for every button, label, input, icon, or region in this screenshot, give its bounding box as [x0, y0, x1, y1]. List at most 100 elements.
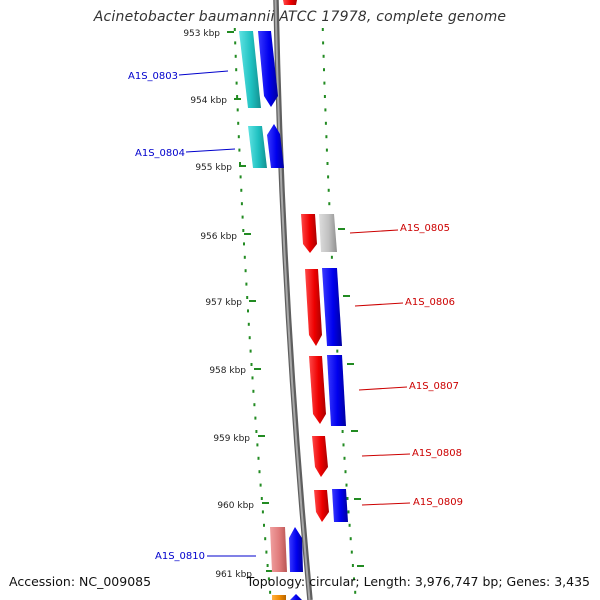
cds-a1s-0805-outer[interactable]	[319, 214, 337, 252]
gene-label-text[interactable]: A1S_0810	[155, 551, 205, 562]
scale-label-960: 960 kbp	[217, 501, 254, 511]
inner-tick-dot	[257, 456, 260, 460]
cds-a1s-0806-outer[interactable]	[322, 268, 342, 346]
outer-tick-dot	[351, 564, 354, 567]
inner-tick-dot	[236, 108, 239, 112]
gene-label-text[interactable]: A1S_0807	[409, 381, 459, 392]
cds-a1s-0803-inner[interactable]	[258, 31, 278, 107]
outer-tick-dot	[350, 550, 353, 554]
outer-tick-dot	[328, 202, 331, 206]
outer-tick-dot	[323, 95, 326, 98]
accession-text: Accession: NC_009085	[9, 574, 152, 589]
outer-tick-dot	[325, 135, 328, 139]
gene-label-a1s-0808[interactable]: A1S_0808	[361, 448, 462, 459]
gene-label-a1s-0804[interactable]: A1S_0804	[135, 148, 236, 159]
outer-tick-dot	[327, 175, 330, 179]
inner-tick-dot	[251, 376, 254, 380]
scale-tick-953: 953 kbp	[183, 29, 234, 39]
cds-a1s-0806-inner[interactable]	[305, 269, 322, 346]
inner-tick-dot	[237, 135, 240, 139]
outer-tick-dot	[323, 81, 326, 85]
cds-a1s-0811-outer[interactable]	[272, 595, 286, 600]
scale-tick-960: 960 kbp	[217, 501, 269, 511]
cds-a1s-0802-top[interactable]	[283, 0, 297, 5]
scale-label-954: 954 kbp	[190, 96, 227, 106]
gene-label-group: A1S_0803 A1S_0804 A1S_0805 A1S_0806 A1S_…	[128, 70, 463, 562]
inner-tick-dot	[252, 389, 255, 393]
outer-tick-dot	[343, 456, 346, 460]
scale-label-956: 956 kbp	[200, 232, 237, 242]
gene-label-a1s-0810[interactable]: A1S_0810	[155, 551, 256, 562]
gene-label-text[interactable]: A1S_0808	[412, 448, 462, 459]
inner-tick-dot	[245, 282, 248, 286]
inner-tick-dot	[240, 188, 243, 192]
inner-tick-dot	[256, 443, 259, 447]
inner-tick-dot	[243, 255, 246, 259]
plus-strand-features	[301, 214, 348, 522]
gene-label-text[interactable]: A1S_0809	[413, 497, 463, 508]
inner-tick-dot	[247, 309, 249, 313]
map-title: Acinetobacter baumannii ATCC 17978, comp…	[93, 9, 507, 25]
inner-tick-dot	[246, 296, 249, 299]
gene-label-text[interactable]: A1S_0805	[400, 223, 450, 234]
gene-label-text[interactable]: A1S_0803	[128, 71, 178, 82]
outer-tick-dot	[354, 590, 357, 594]
cds-a1s-0804-inner[interactable]	[267, 124, 284, 168]
gene-label-text[interactable]: A1S_0806	[405, 297, 455, 308]
outer-tick-dot	[324, 108, 327, 112]
inner-tick-marks	[233, 28, 272, 594]
inner-tick-dot	[242, 229, 245, 232]
outer-tick-dot	[345, 483, 348, 487]
inner-tick-dot	[243, 242, 245, 246]
cds-a1s-0807-inner[interactable]	[309, 356, 326, 424]
inner-tick-dot	[265, 550, 268, 554]
scale-tick-954: 954 kbp	[190, 96, 241, 106]
outer-tick-dot	[344, 470, 347, 474]
gene-label-a1s-0809[interactable]: A1S_0809	[361, 497, 463, 508]
outer-tick-dot	[323, 68, 325, 72]
gene-label-a1s-0806[interactable]: A1S_0806	[354, 297, 455, 308]
inner-tick-dot	[239, 175, 242, 179]
cds-a1s-0810-inner[interactable]	[289, 527, 303, 572]
cds-a1s-0803-outer[interactable]	[239, 31, 261, 108]
scale-tick-955: 955 kbp	[195, 163, 246, 173]
outer-tick-dot	[346, 497, 349, 500]
inner-tick-dot	[239, 162, 241, 165]
inner-tick-dot	[238, 148, 241, 152]
inner-tick-dot	[235, 81, 238, 85]
scale-label-958: 958 kbp	[209, 366, 246, 376]
outer-tick-dot	[348, 523, 351, 527]
inner-tick-dot	[236, 95, 239, 98]
gene-label-a1s-0805[interactable]: A1S_0805	[349, 223, 450, 234]
inner-tick-dot	[234, 54, 237, 58]
inner-tick-dot	[240, 202, 243, 206]
inner-tick-dot	[269, 590, 272, 594]
inner-tick-dot	[266, 564, 269, 567]
inner-tick-dot	[233, 28, 236, 31]
inner-tick-dot	[234, 41, 237, 45]
topology-summary: Topology: circular; Length: 3,976,747 bp…	[246, 574, 590, 589]
minus-strand-features	[239, 0, 303, 600]
scale-tick-957: 957 kbp	[205, 298, 256, 308]
cds-a1s-0811-inner[interactable]	[290, 594, 302, 600]
inner-tick-dot	[244, 269, 247, 273]
outer-tick-dot	[321, 28, 324, 31]
cds-a1s-0809-inner[interactable]	[314, 490, 329, 522]
scale-tick-959: 959 kbp	[213, 434, 265, 444]
scale-label-961: 961 kbp	[215, 570, 252, 580]
scale-tick-958: 958 kbp	[209, 366, 261, 376]
gene-label-a1s-0807[interactable]: A1S_0807	[358, 381, 459, 392]
cds-a1s-0805-inner[interactable]	[301, 214, 317, 253]
cds-a1s-0808[interactable]	[312, 436, 328, 477]
cds-a1s-0810-outer[interactable]	[270, 527, 287, 572]
inner-tick-dot	[247, 322, 250, 326]
inner-tick-dot	[255, 430, 258, 433]
cds-a1s-0804-outer[interactable]	[248, 126, 267, 168]
gene-label-text[interactable]: A1S_0804	[135, 148, 185, 159]
gene-label-a1s-0803[interactable]: A1S_0803	[128, 70, 229, 82]
scale-tick-961: 961 kbp	[215, 570, 273, 580]
cds-a1s-0807-outer[interactable]	[327, 355, 346, 426]
cds-a1s-0809-outer[interactable]	[332, 489, 348, 522]
scale-label-955: 955 kbp	[195, 163, 232, 173]
